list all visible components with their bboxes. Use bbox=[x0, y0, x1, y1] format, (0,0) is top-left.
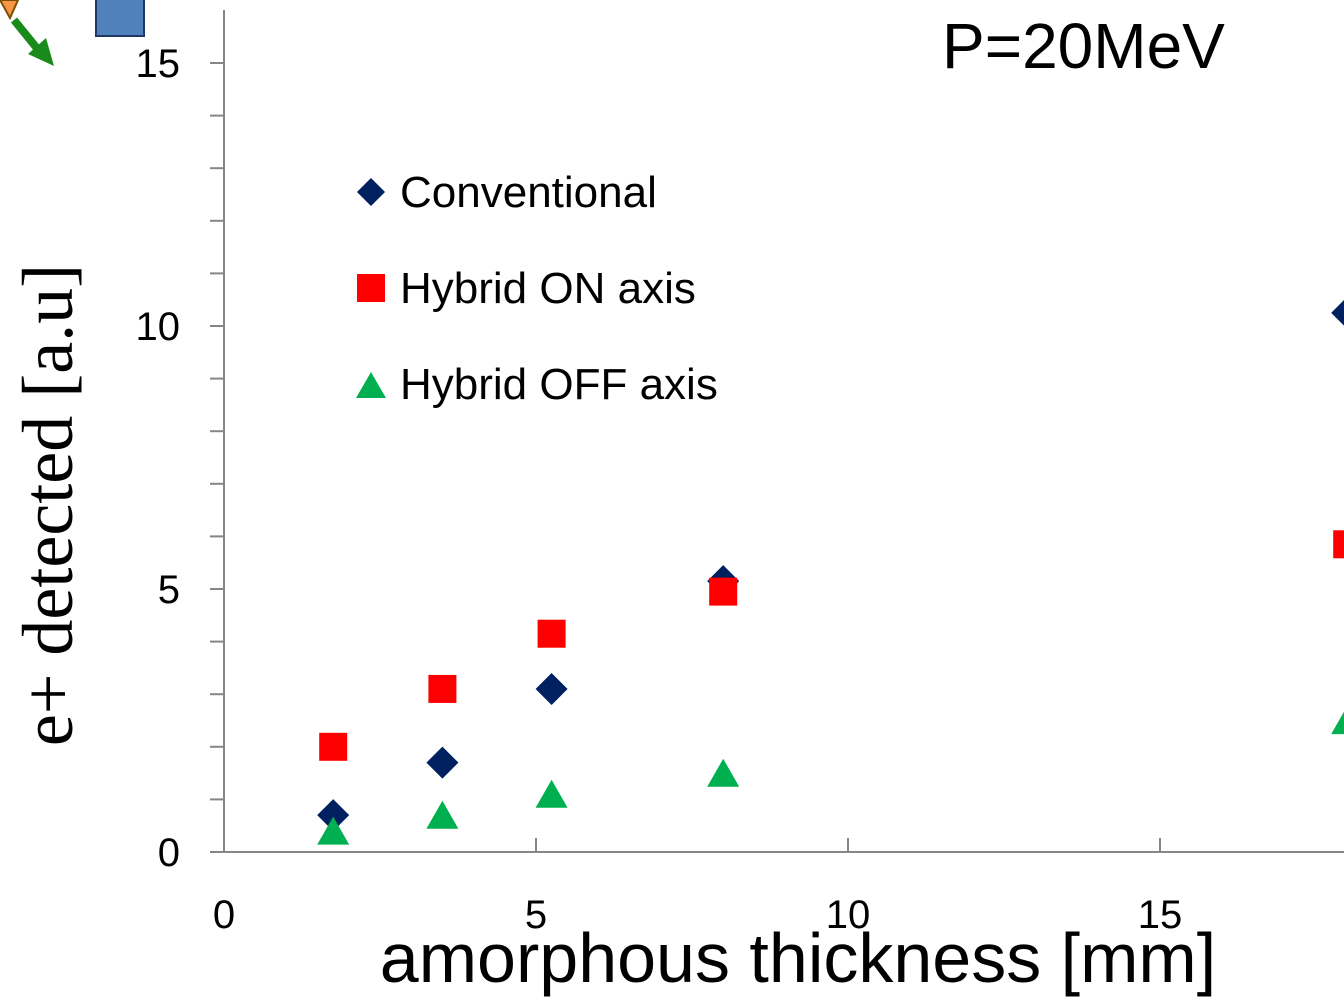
y-tick-label: 10 bbox=[136, 305, 181, 349]
y-tick-label: 5 bbox=[158, 568, 180, 612]
marker-hybrid-on-axis bbox=[319, 732, 348, 761]
x-tick-label: 15 bbox=[1138, 893, 1183, 937]
legend-label-hybrid-on-axis: Hybrid ON axis bbox=[400, 264, 696, 313]
legend-marker-conventional bbox=[357, 178, 385, 206]
x-tick-label: 0 bbox=[213, 893, 235, 937]
legend-label-hybrid-off-axis: Hybrid OFF axis bbox=[400, 360, 718, 409]
marker-conventional bbox=[426, 746, 459, 779]
legend-marker-hybrid-off-axis bbox=[356, 372, 386, 398]
marker-hybrid-on-axis bbox=[1333, 530, 1344, 559]
data-markers bbox=[317, 300, 1344, 845]
chart-title: P=20MeV bbox=[942, 10, 1225, 82]
y-tick-label: 15 bbox=[136, 42, 181, 86]
marker-conventional bbox=[317, 799, 350, 832]
x-axis-label: amorphous thickness [mm] bbox=[380, 919, 1216, 997]
marker-conventional bbox=[535, 672, 568, 705]
x-tick-label: 5 bbox=[525, 893, 547, 937]
marker-hybrid-off-axis bbox=[317, 816, 350, 845]
y-tick-label: 0 bbox=[158, 831, 180, 875]
x-tick-label: 10 bbox=[826, 893, 871, 937]
x-ticks: 0 5 10 15 bbox=[213, 838, 1183, 937]
source-icon bbox=[0, 0, 20, 21]
marker-conventional bbox=[1331, 300, 1344, 326]
y-axis-label: e+ detected [a.u] bbox=[8, 264, 88, 746]
y-ticks: 0 5 10 15 bbox=[136, 42, 224, 875]
marker-hybrid-off-axis bbox=[707, 758, 740, 787]
legend-marker-hybrid-on-axis bbox=[357, 274, 385, 302]
marker-hybrid-on-axis bbox=[709, 577, 738, 606]
marker-hybrid-on-axis bbox=[537, 619, 566, 648]
corner-schematic-graphic bbox=[0, 0, 145, 66]
marker-hybrid-off-axis bbox=[426, 800, 459, 829]
arrow-shaft bbox=[10, 17, 44, 55]
target-box-icon bbox=[95, 0, 145, 37]
arrow-head-icon bbox=[28, 38, 54, 66]
marker-hybrid-off-axis bbox=[535, 779, 568, 808]
marker-hybrid-on-axis bbox=[428, 674, 457, 703]
marker-hybrid-off-axis bbox=[1331, 711, 1344, 735]
legend: Conventional Hybrid ON axis Hybrid OFF a… bbox=[356, 168, 718, 409]
legend-label-conventional: Conventional bbox=[400, 168, 657, 217]
axes bbox=[223, 10, 1344, 853]
